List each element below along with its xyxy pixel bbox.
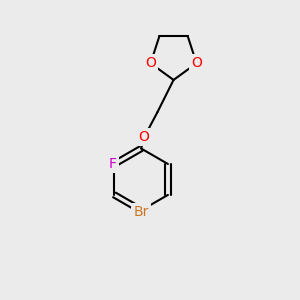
Text: Br: Br — [134, 205, 149, 219]
Text: O: O — [145, 56, 156, 70]
Text: O: O — [191, 56, 202, 70]
Text: O: O — [139, 130, 149, 144]
Text: F: F — [109, 157, 117, 171]
